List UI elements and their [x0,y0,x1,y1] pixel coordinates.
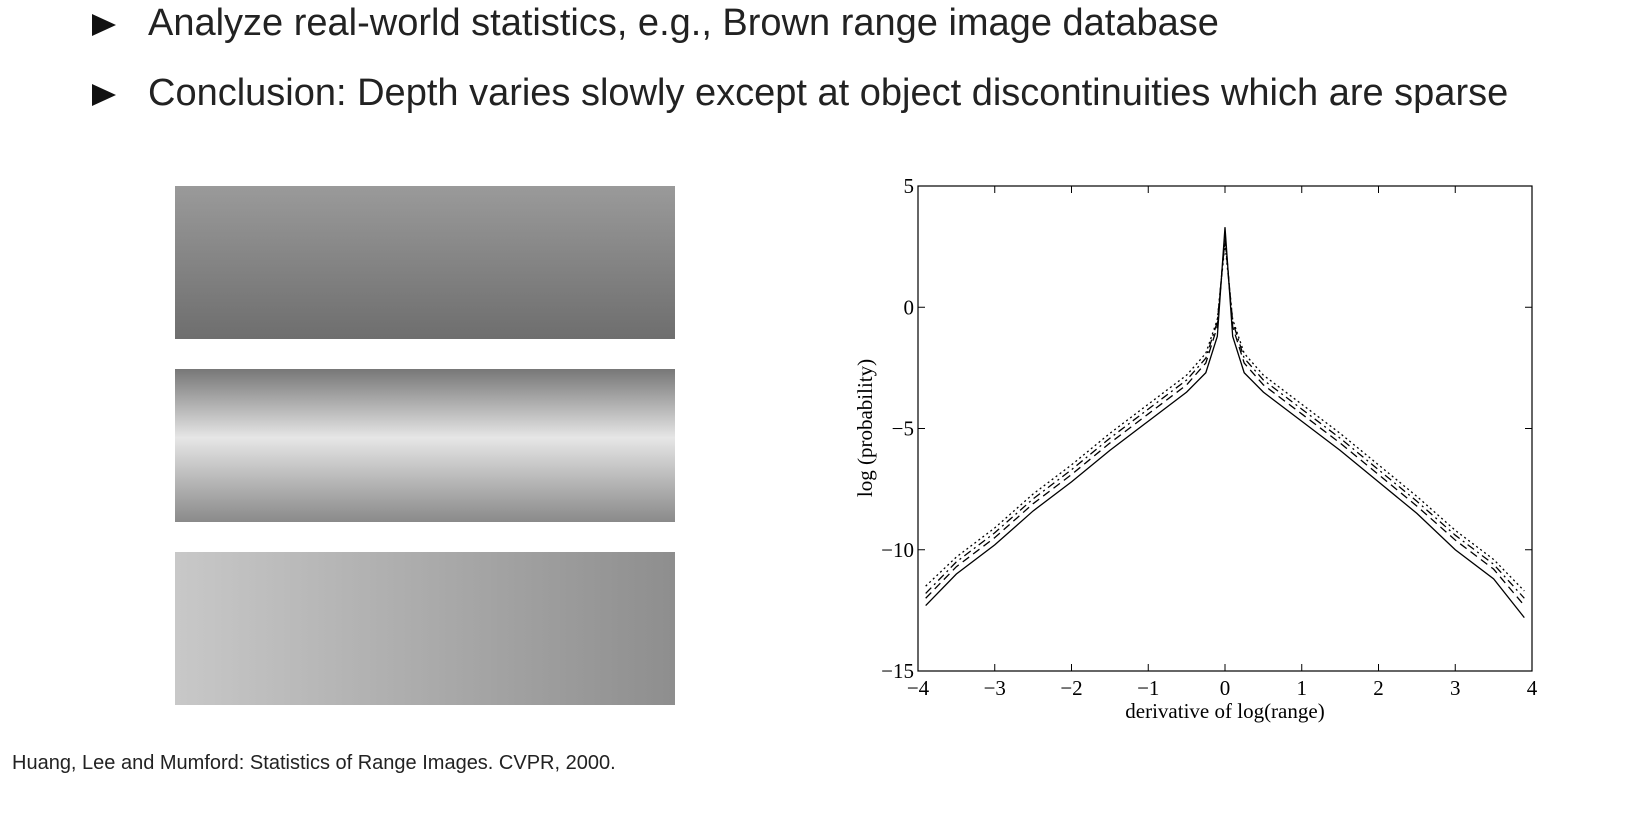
x-tick-label: −4 [907,676,930,700]
x-tick-label: 4 [1527,676,1538,700]
x-tick-label: 3 [1450,676,1461,700]
x-tick-label: −3 [984,676,1006,700]
data-line [925,239,1525,599]
y-tick-label: 0 [904,295,915,319]
citation: Huang, Lee and Mumford: Statistics of Ra… [12,752,616,774]
depth-image [175,186,675,339]
x-tick-label: 1 [1297,676,1308,700]
data-line [925,227,1525,619]
x-tick-label: −1 [1137,676,1159,700]
x-tick-label: 0 [1220,676,1231,700]
data-line [925,234,1525,606]
x-tick-label: 2 [1373,676,1384,700]
y-tick-label: −5 [892,417,914,441]
bullet-text: Conclusion: Depth varies slowly except a… [148,72,1509,114]
y-tick-label: 5 [904,174,915,198]
x-tick-label: −2 [1060,676,1082,700]
plot-frame [917,185,1533,672]
x-axis-label: derivative of log(range) [1125,699,1324,723]
y-tick-label: −10 [881,538,914,562]
bullet-marker [92,14,116,36]
depth-image [175,369,675,522]
bullet-text: Analyze real-world statistics, e.g., Bro… [148,2,1219,44]
data-line [925,244,1525,592]
y-tick-label: −15 [881,659,914,683]
bullet-marker [92,84,116,106]
y-axis-label: log (probability) [853,359,877,497]
depth-image [175,552,675,705]
